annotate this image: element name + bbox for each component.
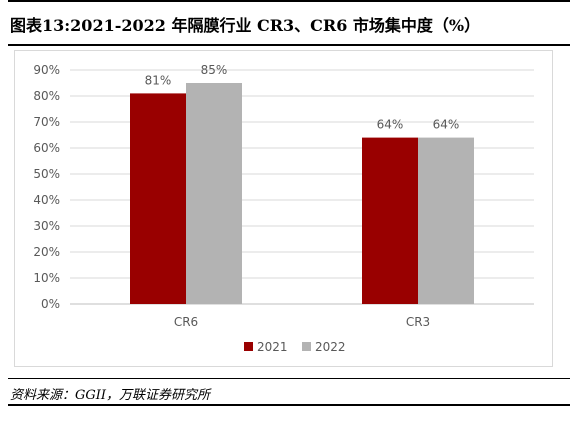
bar-2022-CR3 [418, 137, 474, 304]
y-tick-label: 20% [33, 245, 60, 259]
data-label: 85% [201, 63, 228, 77]
top-rule [8, 0, 570, 2]
data-label: 64% [433, 118, 460, 132]
legend-label-2021: 2021 [257, 340, 288, 354]
data-label: 64% [377, 118, 404, 132]
title-rule [8, 44, 570, 46]
y-tick-label: 30% [33, 219, 60, 233]
y-tick-label: 40% [33, 193, 60, 207]
y-tick-label: 60% [33, 141, 60, 155]
bar-2021-CR3 [362, 137, 418, 304]
y-tick-label: 70% [33, 115, 60, 129]
bottom-rule [8, 404, 570, 406]
source-note: 资料来源：GGII，万联证券研究所 [10, 388, 211, 403]
y-tick-label: 90% [33, 63, 60, 77]
source-top-rule [8, 378, 570, 379]
y-tick-label: 80% [33, 89, 60, 103]
legend-swatch-2021 [244, 342, 253, 351]
bar-2022-CR6 [186, 83, 242, 304]
x-tick-label: CR3 [406, 315, 430, 329]
figure-title: 图表13:2021-2022 年隔膜行业 CR3、CR6 市场集中度（%） [10, 16, 481, 35]
y-tick-label: 50% [33, 167, 60, 181]
legend-swatch-2022 [302, 342, 311, 351]
y-tick-label: 10% [33, 271, 60, 285]
y-tick-label: 0% [41, 297, 60, 311]
bar-2021-CR6 [130, 93, 186, 305]
data-label: 81% [145, 73, 172, 87]
legend-label-2022: 2022 [315, 340, 346, 354]
x-tick-label: CR6 [174, 315, 198, 329]
